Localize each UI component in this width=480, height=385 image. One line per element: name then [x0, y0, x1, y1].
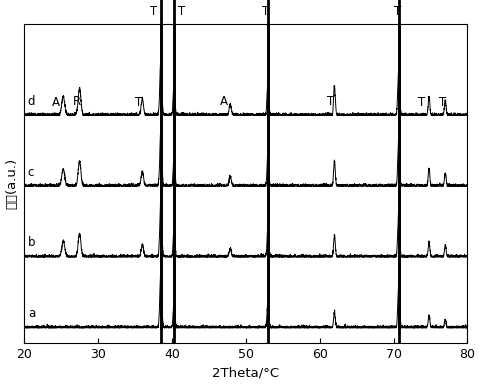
Text: T: T	[417, 96, 424, 109]
Text: T: T	[135, 95, 142, 109]
Text: d: d	[28, 95, 35, 108]
Text: R: R	[73, 95, 81, 108]
Y-axis label: 强度(a.u.): 强度(a.u.)	[6, 158, 19, 209]
Text: T: T	[438, 96, 446, 109]
Text: c: c	[28, 166, 34, 179]
Text: T: T	[178, 5, 185, 18]
Text: T: T	[393, 5, 400, 18]
Text: A: A	[219, 95, 228, 108]
Text: T: T	[149, 5, 156, 18]
Text: T: T	[262, 5, 269, 18]
Text: b: b	[28, 236, 35, 249]
X-axis label: 2Theta/°C: 2Theta/°C	[212, 367, 279, 380]
Text: A: A	[52, 96, 60, 109]
Text: a: a	[28, 307, 35, 320]
Text: T: T	[326, 95, 334, 109]
